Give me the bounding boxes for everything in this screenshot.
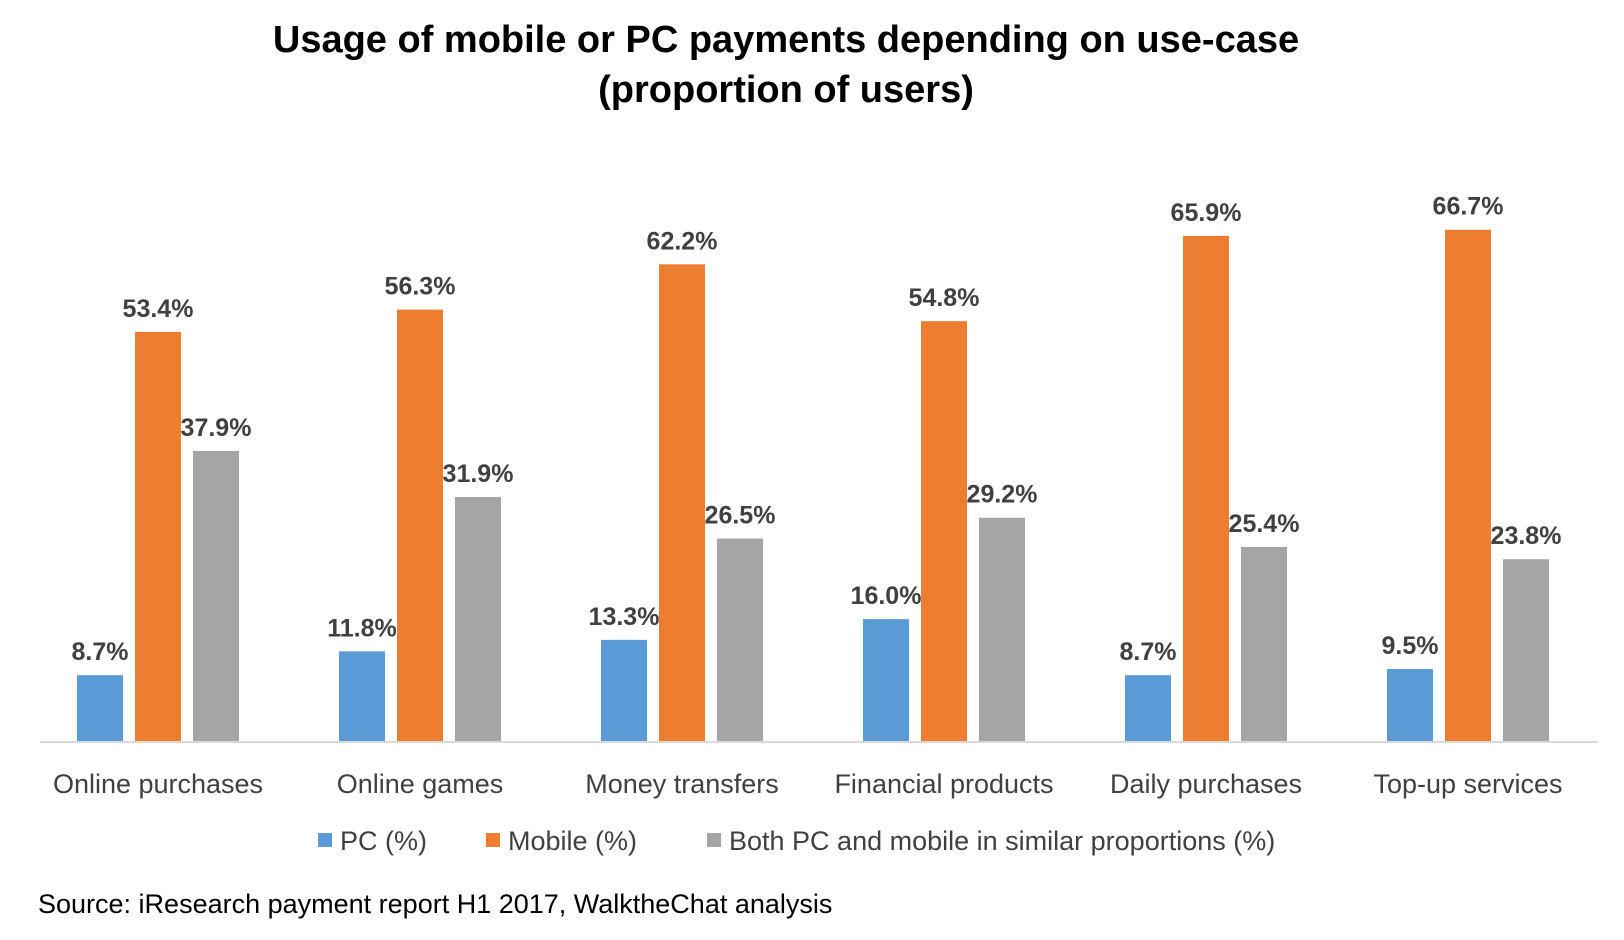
bar-mobile-2 [659,264,705,742]
data-label-both-1: 31.9% [443,460,514,488]
bar-pc-4 [1125,675,1171,742]
category-label-1: Online games [337,769,504,799]
chart-subtitle: (proportion of users) [598,69,974,111]
bar-both-0 [193,450,239,742]
bar-both-4 [1241,546,1287,742]
category-label-3: Financial products [834,769,1053,799]
data-labels-layer: 8.7% 53.4% 37.9% 11.8% 56.3% 31.9% 13.3% 62.2% 2… [72,193,1562,666]
bar-both-3 [979,517,1025,742]
bars-layer [77,229,1549,742]
data-label-pc-0: 8.7% [72,638,129,666]
chart-title: Usage of mobile or PC payments depending… [273,19,1299,61]
category-label-2: Money transfers [585,769,779,799]
category-label-5: Top-up services [1373,769,1562,799]
legend-label-both: Both PC and mobile in similar proportion… [729,826,1275,856]
data-label-both-3: 29.2% [967,481,1038,509]
data-label-mobile-1: 56.3% [385,273,456,301]
bar-pc-2 [601,639,647,742]
category-label-0: Online purchases [53,769,263,799]
bar-mobile-0 [135,331,181,742]
data-label-both-4: 25.4% [1229,510,1300,538]
legend-label-pc: PC (%) [340,826,427,856]
data-label-both-2: 26.5% [705,501,776,529]
data-label-mobile-3: 54.8% [909,284,980,312]
legend-swatch-both [707,833,721,847]
bar-mobile-5 [1445,229,1491,742]
bar-pc-5 [1387,669,1433,742]
data-label-pc-5: 9.5% [1382,632,1439,660]
legend-label-mobile: Mobile (%) [508,826,637,856]
data-label-mobile-5: 66.7% [1433,193,1504,221]
legend: PC (%) Mobile (%) Both PC and mobile in si… [318,826,1275,856]
data-label-mobile-4: 65.9% [1171,199,1242,227]
category-labels-layer: Online purchases Online games Money transf… [53,769,1563,799]
bar-pc-1 [339,651,385,742]
data-label-pc-4: 8.7% [1120,638,1177,666]
bar-both-2 [717,538,763,742]
source-note: Source: iResearch payment report H1 2017… [38,889,832,919]
data-label-mobile-0: 53.4% [123,295,194,323]
bar-pc-3 [863,619,909,742]
bar-mobile-4 [1183,235,1229,742]
data-label-pc-1: 11.8% [327,614,397,642]
data-label-both-0: 37.9% [181,414,252,442]
bar-mobile-3 [921,321,967,742]
category-label-4: Daily purchases [1110,769,1302,799]
bar-mobile-1 [397,309,443,742]
bar-both-1 [455,497,501,742]
bar-both-5 [1503,559,1549,742]
data-label-pc-3: 16.0% [851,582,922,610]
legend-swatch-mobile [486,833,500,847]
data-label-both-5: 23.8% [1491,522,1562,550]
data-label-pc-2: 13.3% [589,603,660,631]
data-label-mobile-2: 62.2% [647,227,718,255]
legend-swatch-pc [318,833,332,847]
bar-pc-0 [77,675,123,742]
